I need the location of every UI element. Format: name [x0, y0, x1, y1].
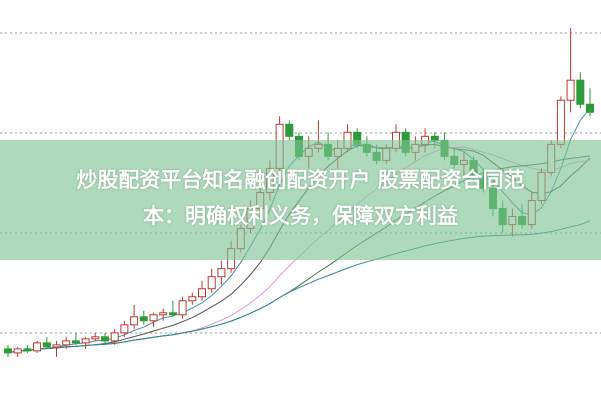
candle-up — [62, 340, 71, 346]
candle-down — [23, 348, 32, 352]
candle-up — [159, 312, 168, 316]
candle-up — [33, 342, 42, 352]
candle-up — [120, 324, 129, 334]
candle-up — [81, 338, 90, 344]
candle-up — [110, 332, 119, 342]
candle-down — [576, 79, 585, 105]
candle-down — [586, 103, 594, 113]
candle-down — [285, 123, 294, 137]
candle-up — [13, 348, 22, 354]
candle-down — [42, 342, 51, 348]
title-line-1: 炒股配资平台知名融创配资开户 股票配资合同范 — [76, 168, 525, 192]
candle-down — [101, 336, 109, 342]
candle-up — [198, 288, 206, 298]
title-line-2: 本：明确权利义务，保障双方利益 — [143, 204, 458, 228]
candle-up — [130, 316, 139, 326]
candle-down — [4, 348, 12, 354]
candle-up — [188, 296, 197, 302]
candle-up — [91, 336, 100, 340]
candle-up — [566, 79, 575, 101]
candle-down — [71, 340, 80, 344]
candle-up — [556, 99, 565, 145]
candle-down — [168, 312, 177, 316]
candle-up — [207, 276, 216, 290]
candle-up — [149, 314, 158, 322]
candle-up — [178, 300, 187, 316]
candle-up — [52, 344, 61, 348]
candle-down — [139, 316, 148, 322]
candle-up — [217, 268, 226, 278]
title-banner — [0, 140, 601, 260]
article-title: 炒股配资平台知名融创配资开户 股票配资合同范 本：明确权利义务，保障双方利益 — [0, 162, 601, 234]
